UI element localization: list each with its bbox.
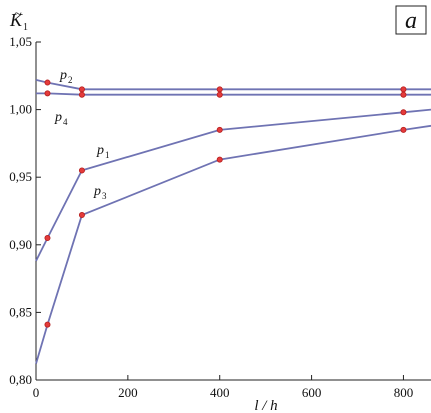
panel-label: a <box>395 5 427 35</box>
data-point-p4 <box>216 91 223 98</box>
series-layer <box>35 79 431 365</box>
series-label-base: p <box>96 143 104 158</box>
data-point-p4 <box>78 91 85 98</box>
series-label-subscript: 4 <box>63 117 68 127</box>
series-line-p2 <box>35 79 431 91</box>
y-axis-title: ~ K 1 <box>9 7 28 33</box>
series-label-subscript: 1 <box>105 150 110 160</box>
labels-layer: p 2p 4p 1p 3 <box>54 68 110 201</box>
y-tick-label: 0,90 <box>9 237 32 252</box>
data-point-p1 <box>44 235 51 242</box>
x-tick-label: 600 <box>302 385 322 400</box>
x-tick-label: 400 <box>210 385 230 400</box>
data-point-p3 <box>216 156 223 163</box>
data-point-p2 <box>400 86 407 93</box>
x-tick-label: 800 <box>394 385 414 400</box>
data-point-p1 <box>216 126 223 133</box>
series-line-p3 <box>35 124 431 365</box>
data-point-p2 <box>216 86 223 93</box>
data-point-p1 <box>78 167 85 174</box>
series-label-base: p <box>54 110 62 125</box>
x-tick-label: 0 <box>33 385 40 400</box>
y-axis-label-sub: 1 <box>23 22 28 33</box>
data-point-p3 <box>44 321 51 328</box>
panel-label-text: a <box>405 8 417 34</box>
x-tick-label: 200 <box>118 385 138 400</box>
series-label-subscript: 3 <box>102 191 107 201</box>
data-point-p3 <box>400 126 407 133</box>
y-tick-label: 0,95 <box>9 169 32 184</box>
y-tick-label: 0,85 <box>9 304 32 319</box>
data-point-p4 <box>400 91 407 98</box>
y-axis-label-main: K <box>9 10 23 30</box>
series-label-base: p <box>93 184 101 199</box>
series-line-p1 <box>35 108 431 262</box>
x-axis-label: l / h <box>254 398 277 413</box>
data-point-p2 <box>78 86 85 93</box>
data-point-p3 <box>78 212 85 219</box>
y-tick-label: 1,05 <box>9 34 32 49</box>
y-tick-label: 1,00 <box>9 102 32 117</box>
data-point-p2 <box>44 79 51 86</box>
y-tick-label: 0,80 <box>9 372 32 387</box>
data-point-p1 <box>400 109 407 116</box>
data-point-p4 <box>44 90 51 97</box>
axes-layer: 0,80 0,85 0,90 0,95 1,00 1,05 0 200 400 600 800 <box>9 34 431 400</box>
y-axis-label-tilde: ~ <box>14 7 22 22</box>
series-line-p4 <box>36 92 431 96</box>
series-label-base: p <box>59 68 67 83</box>
panel-label-box <box>395 5 427 35</box>
series-label-subscript: 2 <box>68 75 73 85</box>
